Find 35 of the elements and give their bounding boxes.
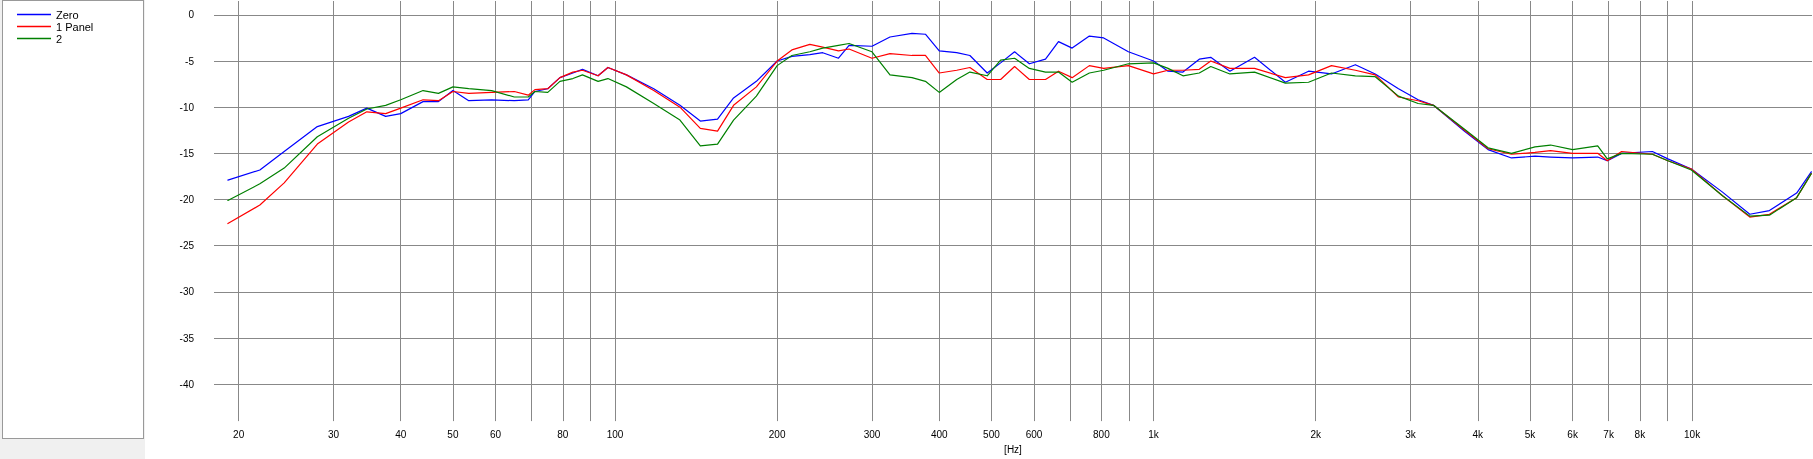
x-tick-label: 600 (1025, 428, 1043, 440)
x-tick-label: 500 (983, 428, 1001, 440)
y-tick-label: -15 (179, 147, 195, 159)
x-tick-label: 400 (930, 428, 949, 440)
x-tick-label: 10k (1684, 428, 1702, 440)
x-tick-label: 80 (557, 428, 569, 440)
legend-label: 2 (56, 32, 63, 45)
y-tick-label: 0 (188, 9, 195, 21)
x-tick-label: 200 (768, 428, 786, 440)
legend-label: Zero (56, 8, 79, 21)
y-tick-label: -40 (179, 378, 195, 390)
x-tick-label: 8k (1634, 428, 1647, 440)
x-tick-label: 50 (447, 428, 459, 440)
y-tick-label: -20 (179, 194, 195, 206)
x-tick-label: 800 (1093, 428, 1111, 440)
x-tick-label: 3k (1405, 428, 1417, 440)
x-tick-label: 20 (233, 428, 245, 440)
x-axis-title: [Hz] (1004, 443, 1023, 455)
y-tick-label: -25 (179, 240, 195, 252)
y-tick-label: -5 (185, 55, 195, 67)
y-tick-label: -10 (179, 101, 195, 113)
x-tick-label: 300 (863, 428, 881, 440)
y-tick-label: -35 (179, 332, 195, 344)
x-tick-label: 100 (606, 428, 624, 440)
x-tick-label: 2k (1310, 428, 1322, 440)
legend-label: 1 Panel (56, 20, 94, 33)
x-tick-label: 4k (1472, 428, 1485, 440)
x-tick-label: 60 (490, 428, 502, 440)
y-tick-label: -30 (179, 286, 195, 298)
x-tick-label: 40 (395, 428, 407, 440)
x-tick-label: 1k (1148, 428, 1160, 440)
x-tick-label: 30 (327, 428, 340, 440)
x-tick-label: 5k (1524, 428, 1537, 440)
x-tick-label: 7k (1603, 428, 1615, 440)
x-tick-label: 6k (1567, 428, 1579, 440)
